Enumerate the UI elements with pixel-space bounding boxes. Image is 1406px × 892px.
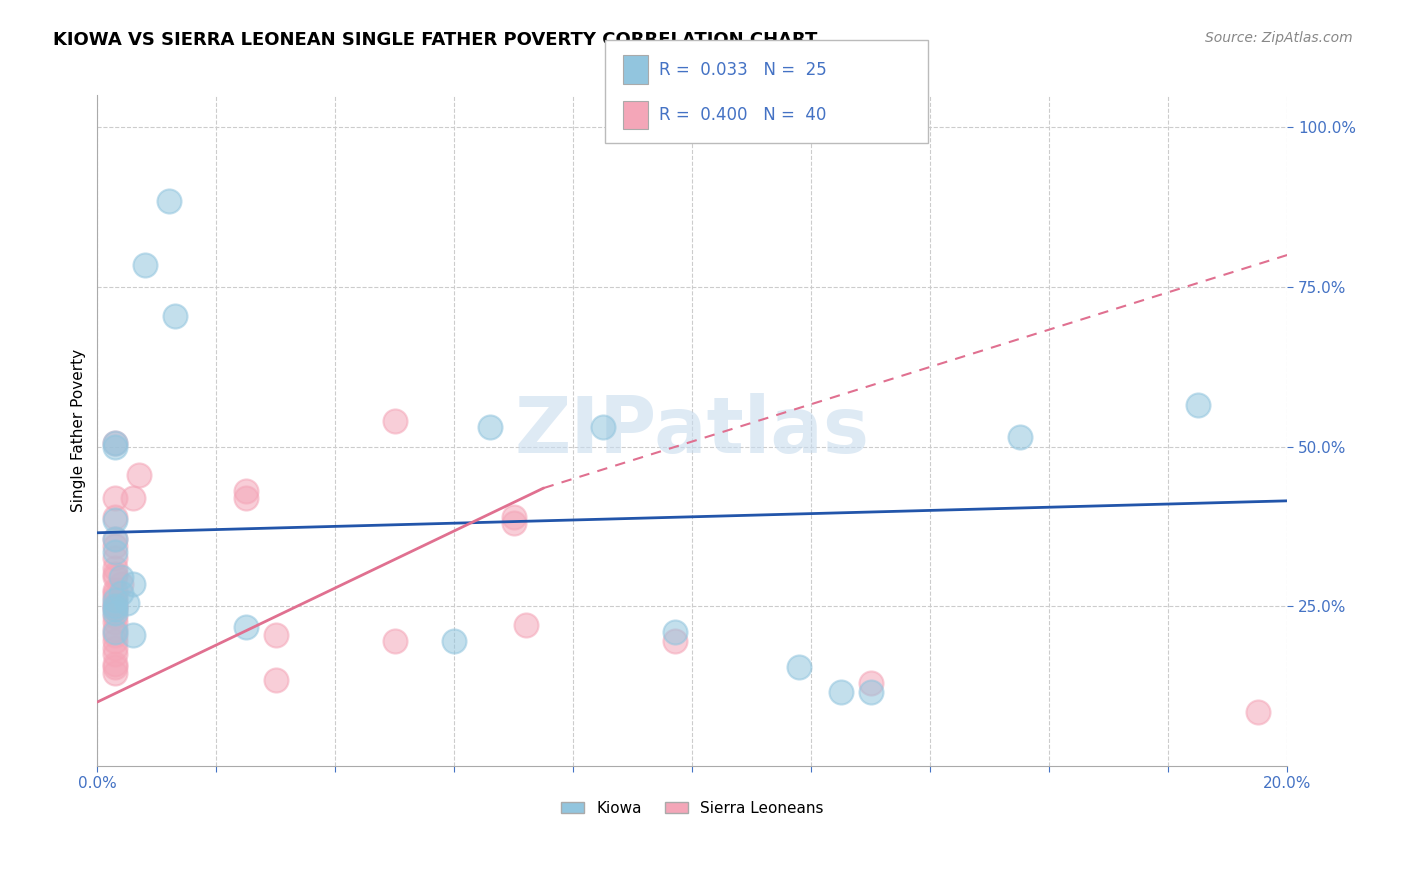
Point <box>104 440 127 454</box>
Point <box>384 634 406 648</box>
Point <box>264 673 287 687</box>
Point <box>104 590 127 604</box>
Point <box>122 491 145 505</box>
Point <box>479 420 502 434</box>
Point <box>1187 398 1209 412</box>
Point <box>104 599 127 614</box>
Point <box>104 622 127 636</box>
Point <box>104 666 127 681</box>
Text: R =  0.400   N =  40: R = 0.400 N = 40 <box>659 106 827 124</box>
Text: KIOWA VS SIERRA LEONEAN SINGLE FATHER POVERTY CORRELATION CHART: KIOWA VS SIERRA LEONEAN SINGLE FATHER PO… <box>53 31 818 49</box>
Point <box>134 258 156 272</box>
Point <box>104 509 127 524</box>
Point <box>104 532 127 546</box>
Point <box>235 620 257 634</box>
Point <box>122 628 145 642</box>
Y-axis label: Single Father Poverty: Single Father Poverty <box>72 349 86 512</box>
Point <box>104 539 127 553</box>
Point <box>830 685 852 699</box>
Point <box>104 615 127 630</box>
Point <box>235 491 257 505</box>
Point <box>104 532 127 546</box>
Point <box>128 468 150 483</box>
Point <box>859 685 882 699</box>
Point <box>235 484 257 499</box>
Point <box>515 618 537 632</box>
Point <box>110 570 132 584</box>
Point <box>502 509 524 524</box>
Point <box>163 309 186 323</box>
Point <box>104 634 127 648</box>
Point <box>859 676 882 690</box>
Point <box>104 647 127 661</box>
Point <box>104 596 127 610</box>
Point <box>110 586 132 600</box>
Legend: Kiowa, Sierra Leoneans: Kiowa, Sierra Leoneans <box>555 795 830 822</box>
Text: R =  0.033   N =  25: R = 0.033 N = 25 <box>659 61 827 78</box>
Point <box>115 596 138 610</box>
Point <box>104 561 127 575</box>
Point <box>104 657 127 671</box>
Point <box>264 628 287 642</box>
Point <box>104 436 127 450</box>
Point <box>384 414 406 428</box>
Point <box>104 592 127 607</box>
Point <box>1247 705 1270 719</box>
Point <box>104 567 127 582</box>
Point <box>104 660 127 674</box>
Point <box>104 624 127 639</box>
Point <box>104 545 127 559</box>
Point <box>104 599 127 614</box>
Point <box>592 420 614 434</box>
Text: Source: ZipAtlas.com: Source: ZipAtlas.com <box>1205 31 1353 45</box>
Point <box>104 583 127 598</box>
Point <box>1008 430 1031 444</box>
Point <box>110 577 132 591</box>
Point <box>502 516 524 531</box>
Point <box>104 640 127 655</box>
Point <box>664 634 686 648</box>
Point <box>122 577 145 591</box>
Point <box>157 194 180 208</box>
Point <box>104 586 127 600</box>
Point <box>104 491 127 505</box>
Point <box>104 602 127 616</box>
Text: ZIPatlas: ZIPatlas <box>515 392 870 468</box>
Point <box>104 602 127 616</box>
Point <box>104 436 127 450</box>
Point <box>664 624 686 639</box>
Point <box>104 570 127 584</box>
Point <box>789 660 811 674</box>
Point <box>104 551 127 566</box>
Point <box>443 634 465 648</box>
Point <box>104 608 127 623</box>
Point <box>104 606 127 620</box>
Point <box>104 513 127 527</box>
Point <box>104 628 127 642</box>
